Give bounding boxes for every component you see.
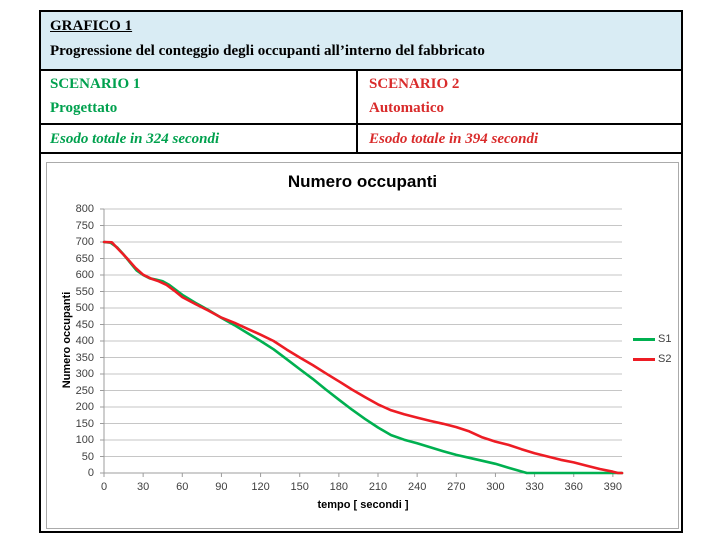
y-tick-label: 750	[75, 219, 94, 232]
scenario-2-type: Automatico	[369, 100, 444, 116]
x-tick-label: 300	[486, 481, 505, 493]
scenario-1-name: SCENARIO 1	[50, 76, 141, 92]
x-tick-label: 390	[603, 481, 623, 493]
grafico-table: GRAFICO 1 Progressione del conteggio deg…	[39, 10, 683, 533]
chart-canvas	[100, 208, 624, 477]
chart-row: Numero occupanti 0 50 100 150 200 250 300 350 40…	[41, 154, 681, 531]
y-axis-title: Numero occupanti	[61, 291, 73, 389]
esodo-2-text: Esodo totale in 394 secondi	[369, 131, 539, 147]
esodo-2-cell: Esodo totale in 394 secondi	[358, 125, 681, 152]
chart-title: Numero occupanti	[287, 172, 438, 191]
scenario-2-cell: SCENARIO 2 Automatico	[358, 71, 681, 123]
x-tick-label: 360	[564, 481, 583, 493]
grafico-subtitle: Progressione del conteggio degli occupan…	[50, 43, 485, 59]
x-tick-label: 150	[290, 481, 309, 493]
legend-label-S1: S1	[658, 333, 672, 345]
y-tick-label: 800	[75, 203, 94, 215]
series-line-S2	[102, 240, 624, 475]
esodo-1-text: Esodo totale in 324 secondi	[50, 131, 220, 147]
x-axis-title: tempo [ secondi ]	[317, 499, 409, 511]
y-tick-label: 100	[75, 434, 94, 446]
grafico-title: GRAFICO 1	[50, 18, 133, 34]
scenario-2-name: SCENARIO 2	[369, 76, 460, 92]
y-tick-label: 350	[75, 351, 94, 364]
scenario-1-cell: SCENARIO 1 Progettato	[41, 71, 358, 123]
legend-item-S1: S1	[633, 329, 671, 349]
scenario-name-row: SCENARIO 1 Progettato SCENARIO 2 Automat…	[41, 71, 681, 125]
x-tick-label: 30	[137, 481, 150, 493]
y-tick-label: 150	[75, 417, 94, 430]
legend-item-S2: S2	[633, 349, 671, 369]
x-tick-label: 90	[215, 481, 228, 493]
y-tick-label: 200	[75, 401, 94, 413]
x-tick-label: 210	[368, 481, 388, 493]
scenario-1-type: Progettato	[50, 100, 118, 116]
esodo-row: Esodo totale in 324 secondi Esodo totale…	[41, 125, 681, 154]
esodo-1-cell: Esodo totale in 324 secondi	[41, 125, 358, 152]
x-tick-label: 270	[447, 481, 466, 493]
y-tick-label: 600	[75, 269, 94, 281]
y-tick-label: 650	[75, 252, 94, 265]
y-tick-label: 700	[75, 236, 94, 248]
x-tick-label: 180	[329, 481, 349, 493]
x-tick-label: 240	[407, 481, 427, 493]
x-tick-label: 330	[525, 481, 544, 493]
x-tick-label: 60	[176, 481, 189, 493]
y-tick-label: 550	[75, 285, 94, 298]
y-tick-label: 250	[75, 384, 94, 397]
legend-label-S2: S2	[658, 353, 672, 365]
chart-box: Numero occupanti 0 50 100 150 200 250 300 350 40…	[46, 162, 679, 529]
y-tick-label: 0	[87, 467, 94, 479]
y-tick-label: 450	[75, 318, 94, 331]
legend-swatch-S1	[633, 337, 655, 341]
y-tick-label: 50	[81, 450, 94, 463]
y-tick-label: 500	[75, 302, 94, 314]
table-header-row: GRAFICO 1 Progressione del conteggio deg…	[41, 12, 681, 71]
x-tick-label: 120	[251, 481, 270, 493]
y-tick-label: 400	[75, 335, 94, 347]
x-tick-label: 0	[100, 481, 108, 493]
chart-legend: S1 S2	[633, 329, 671, 369]
legend-swatch-S2	[633, 357, 655, 361]
y-tick-label: 300	[75, 368, 94, 380]
